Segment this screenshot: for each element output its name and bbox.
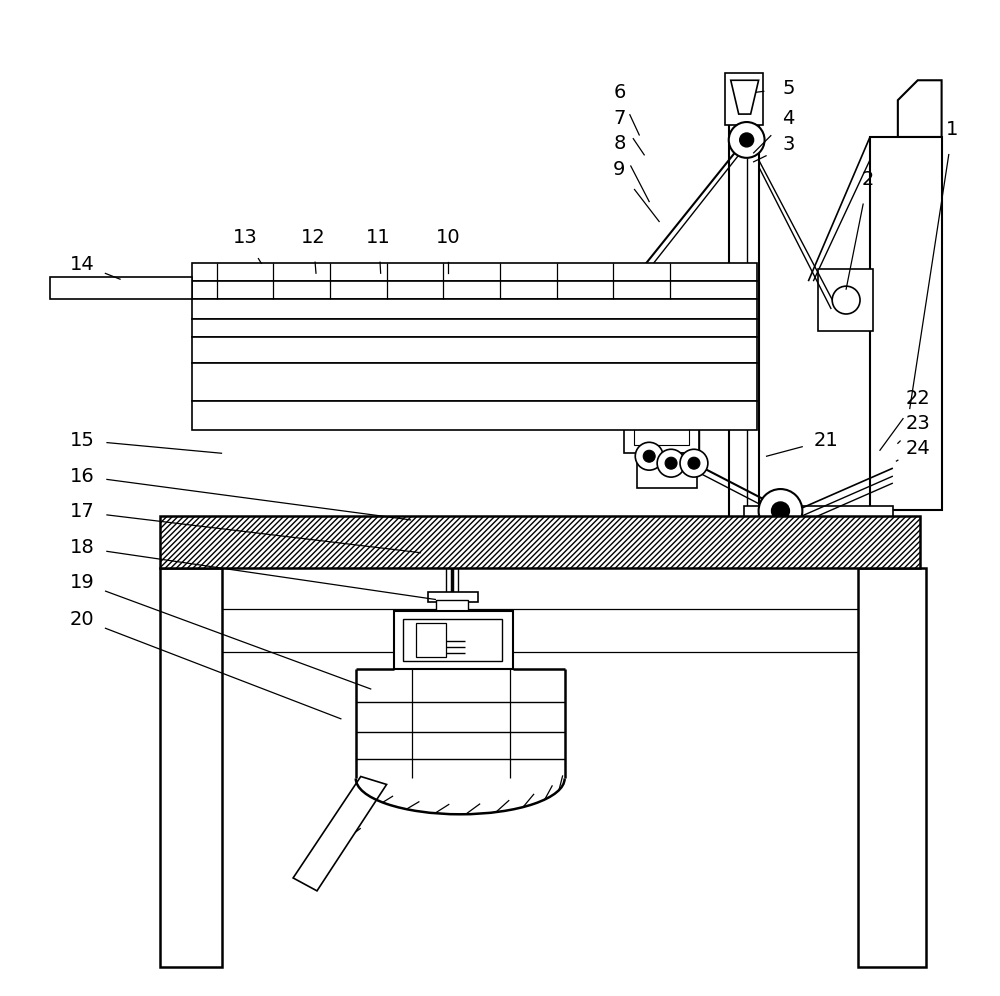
Bar bbox=[192, 400, 757, 430]
Text: 11: 11 bbox=[366, 228, 391, 247]
Text: 15: 15 bbox=[70, 431, 95, 450]
Text: 19: 19 bbox=[70, 573, 95, 592]
Text: 7: 7 bbox=[613, 109, 626, 127]
Text: 10: 10 bbox=[436, 228, 461, 247]
Circle shape bbox=[832, 286, 860, 314]
Bar bbox=[394, 612, 513, 669]
Bar bbox=[624, 385, 699, 453]
Bar bbox=[612, 296, 682, 385]
Text: 13: 13 bbox=[233, 228, 258, 247]
Bar bbox=[729, 86, 759, 520]
Bar bbox=[621, 305, 673, 376]
Bar bbox=[192, 363, 757, 400]
Bar bbox=[50, 277, 192, 299]
Text: 4: 4 bbox=[782, 109, 795, 127]
Circle shape bbox=[665, 457, 677, 469]
Circle shape bbox=[680, 449, 708, 477]
Text: 20: 20 bbox=[70, 610, 95, 628]
Text: 5: 5 bbox=[782, 79, 795, 98]
Circle shape bbox=[772, 502, 789, 520]
Text: 9: 9 bbox=[613, 160, 626, 179]
Bar bbox=[870, 137, 942, 510]
Circle shape bbox=[759, 489, 802, 533]
Text: 24: 24 bbox=[905, 439, 930, 458]
Bar bbox=[192, 299, 757, 319]
Text: 3: 3 bbox=[782, 135, 795, 154]
Text: 8: 8 bbox=[613, 134, 626, 153]
Bar bbox=[416, 623, 446, 657]
Text: 16: 16 bbox=[70, 466, 95, 486]
Bar bbox=[403, 620, 502, 661]
Bar bbox=[858, 568, 926, 967]
Circle shape bbox=[740, 133, 754, 146]
Bar bbox=[428, 593, 478, 603]
Text: 21: 21 bbox=[814, 431, 839, 450]
Circle shape bbox=[635, 442, 663, 470]
Text: 18: 18 bbox=[70, 538, 95, 557]
Bar bbox=[192, 263, 757, 281]
Text: 1: 1 bbox=[946, 121, 959, 139]
Circle shape bbox=[729, 123, 765, 157]
Text: 14: 14 bbox=[70, 255, 95, 274]
Bar bbox=[436, 601, 468, 614]
Text: 12: 12 bbox=[301, 228, 325, 247]
Bar bbox=[818, 269, 873, 331]
Polygon shape bbox=[731, 81, 759, 115]
Bar bbox=[634, 393, 689, 445]
Bar bbox=[160, 568, 222, 967]
Text: 22: 22 bbox=[905, 389, 930, 408]
Polygon shape bbox=[293, 777, 387, 890]
Circle shape bbox=[688, 457, 700, 469]
Polygon shape bbox=[898, 81, 942, 137]
Bar bbox=[192, 319, 757, 337]
Bar bbox=[192, 281, 757, 299]
Circle shape bbox=[657, 449, 685, 477]
Bar bbox=[192, 337, 757, 363]
Bar bbox=[725, 74, 763, 125]
Bar bbox=[744, 506, 893, 528]
Text: 17: 17 bbox=[70, 502, 95, 522]
Bar bbox=[160, 516, 920, 568]
Bar bbox=[637, 453, 697, 488]
Text: 6: 6 bbox=[613, 83, 626, 102]
Text: 2: 2 bbox=[862, 170, 874, 189]
Circle shape bbox=[643, 450, 655, 462]
Text: 23: 23 bbox=[905, 414, 930, 433]
